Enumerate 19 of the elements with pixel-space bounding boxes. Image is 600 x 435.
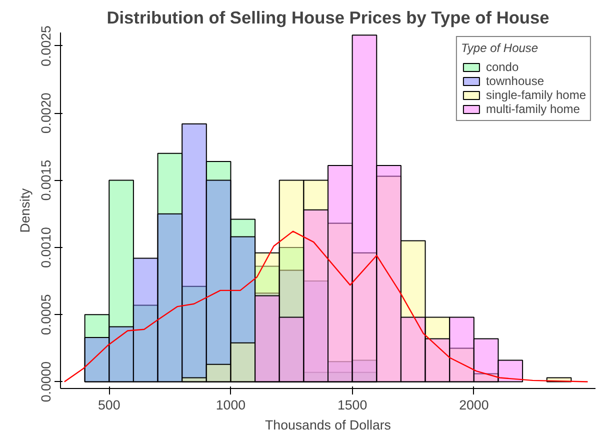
- y-tick-label: 0.0010: [38, 227, 54, 268]
- line-series: [64, 230, 588, 382]
- x-tick-label: 2000: [459, 398, 489, 412]
- legend-title: Type of House: [460, 41, 540, 55]
- legend-label: condo: [486, 60, 519, 74]
- y-tick-label: 0.0000: [38, 361, 54, 402]
- legend-label: multi-family home: [486, 102, 580, 116]
- legend-label: single-family home: [486, 88, 586, 102]
- x-tick-label: 1000: [216, 398, 246, 412]
- y-tick-label: 0.0025: [38, 26, 54, 66]
- x-tick-label: 500: [98, 398, 120, 412]
- y-axis-title: Density: [18, 188, 32, 233]
- y-tick-label: 0.0015: [38, 160, 54, 201]
- legend-label: townhouse: [486, 74, 544, 88]
- x-axis-title: Thousands of Dollars: [265, 418, 392, 432]
- y-tick-label: 0.0020: [38, 92, 54, 134]
- y-tick-label: 0.0005: [38, 294, 54, 335]
- chart-title: Distribution of Selling House Prices by Type of House: [106, 8, 550, 28]
- x-tick-label: 1500: [337, 398, 368, 412]
